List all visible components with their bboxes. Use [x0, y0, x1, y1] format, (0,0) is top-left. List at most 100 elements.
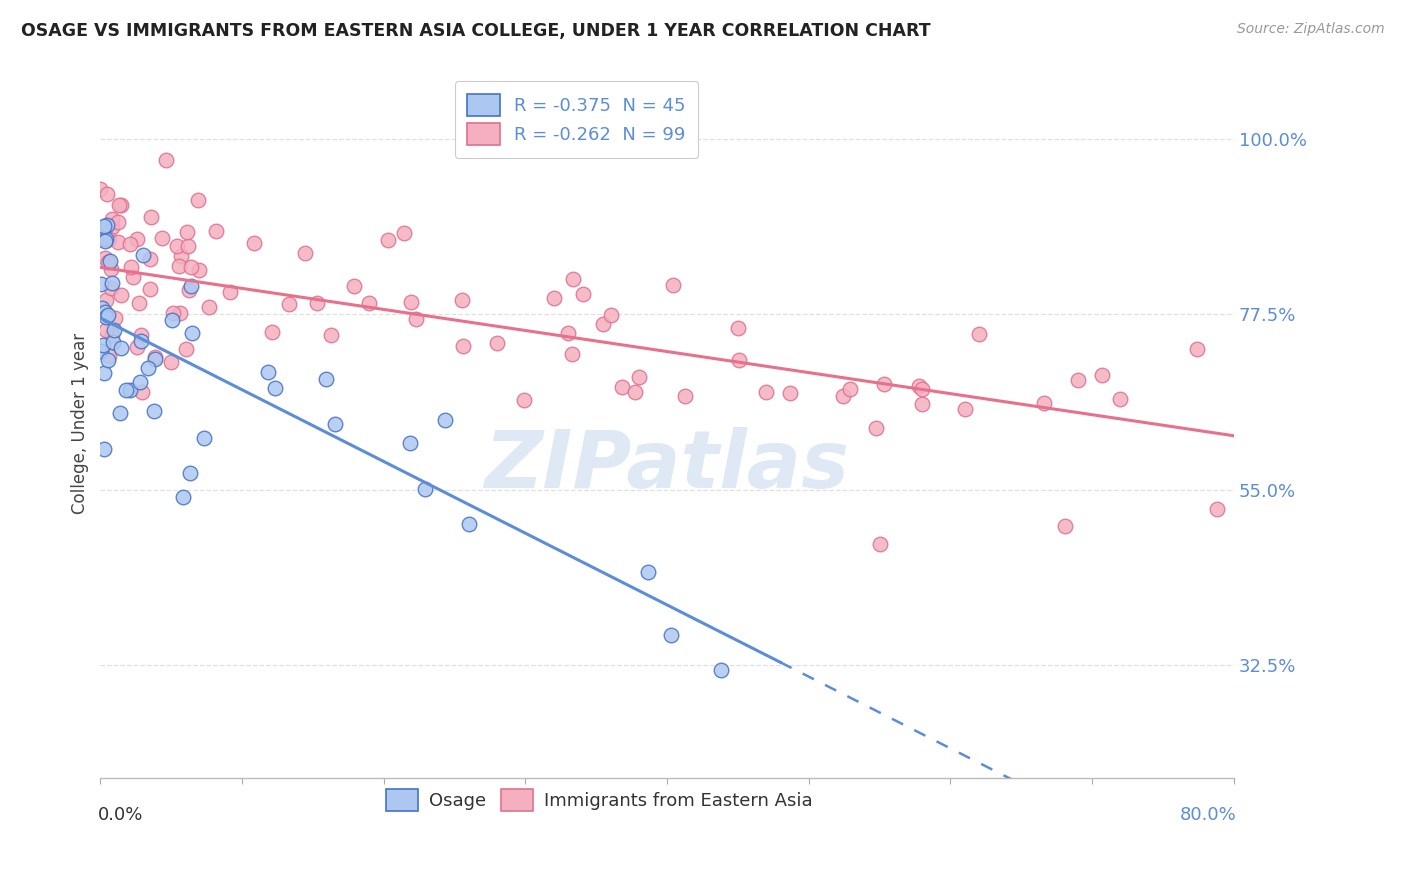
Point: [838, 382, 860, 396]
Point: [779, 386, 801, 401]
Point: [955, 402, 977, 417]
Point: [129, 375, 152, 389]
Point: [415, 482, 437, 496]
Point: [129, 334, 152, 348]
Point: [399, 295, 422, 310]
Point: [115, 383, 138, 397]
Point: [155, 153, 177, 167]
Point: [128, 295, 150, 310]
Point: [131, 385, 153, 400]
Point: [101, 327, 124, 342]
Point: [967, 326, 990, 341]
Point: [143, 351, 166, 366]
Point: [143, 350, 166, 364]
Point: [263, 381, 285, 395]
Point: [100, 276, 122, 290]
Point: [91, 301, 114, 315]
Point: [831, 388, 853, 402]
Point: [100, 261, 122, 276]
Point: [662, 277, 685, 292]
Point: [129, 327, 152, 342]
Point: [1205, 502, 1227, 516]
Point: [198, 300, 221, 314]
Point: [97, 353, 120, 368]
Point: [93, 442, 115, 456]
Text: ZIPatlas: ZIPatlas: [485, 427, 849, 505]
Point: [557, 326, 579, 340]
Point: [260, 325, 283, 339]
Point: [627, 369, 650, 384]
Point: [94, 305, 117, 319]
Point: [179, 283, 201, 297]
Point: [169, 306, 191, 320]
Point: [127, 340, 149, 354]
Point: [357, 296, 380, 310]
Point: [307, 296, 329, 310]
Point: [434, 413, 457, 427]
Point: [392, 226, 415, 240]
Text: Source: ZipAtlas.com: Source: ZipAtlas.com: [1237, 22, 1385, 37]
Point: [89, 182, 111, 196]
Point: [96, 186, 118, 201]
Text: 0.0%: 0.0%: [98, 806, 143, 824]
Point: [561, 272, 583, 286]
Point: [90, 232, 112, 246]
Point: [485, 335, 508, 350]
Point: [1067, 373, 1090, 387]
Point: [96, 293, 118, 308]
Point: [118, 383, 141, 397]
Point: [97, 254, 120, 268]
Point: [96, 218, 118, 232]
Y-axis label: College, Under 1 year: College, Under 1 year: [72, 333, 89, 514]
Point: [908, 379, 931, 393]
Legend: Osage, Immigrants from Eastern Asia: Osage, Immigrants from Eastern Asia: [378, 782, 820, 819]
Point: [100, 254, 122, 268]
Point: [108, 198, 131, 212]
Point: [97, 349, 120, 363]
Point: [179, 467, 201, 481]
Point: [180, 326, 202, 340]
Point: [710, 663, 733, 677]
Point: [623, 385, 645, 400]
Text: OSAGE VS IMMIGRANTS FROM EASTERN ASIA COLLEGE, UNDER 1 YEAR CORRELATION CHART: OSAGE VS IMMIGRANTS FROM EASTERN ASIA CO…: [21, 22, 931, 40]
Point: [294, 245, 316, 260]
Point: [451, 339, 474, 353]
Point: [315, 372, 337, 386]
Point: [377, 233, 399, 247]
Point: [122, 269, 145, 284]
Point: [139, 252, 162, 266]
Point: [205, 224, 228, 238]
Point: [142, 404, 165, 418]
Point: [101, 220, 124, 235]
Point: [513, 392, 536, 407]
Point: [160, 355, 183, 369]
Point: [319, 328, 342, 343]
Point: [110, 198, 132, 212]
Point: [93, 338, 115, 352]
Point: [188, 263, 211, 277]
Point: [97, 308, 120, 322]
Point: [673, 388, 696, 402]
Point: [136, 361, 159, 376]
Point: [120, 260, 142, 274]
Point: [1091, 368, 1114, 383]
Point: [172, 490, 194, 504]
Point: [94, 251, 117, 265]
Point: [107, 235, 129, 249]
Point: [103, 323, 125, 337]
Point: [104, 310, 127, 325]
Point: [451, 293, 474, 307]
Point: [125, 231, 148, 245]
Point: [458, 516, 481, 531]
Point: [118, 236, 141, 251]
Point: [755, 384, 778, 399]
Point: [243, 236, 266, 251]
Point: [343, 278, 366, 293]
Point: [90, 343, 112, 358]
Point: [100, 281, 122, 295]
Point: [94, 234, 117, 248]
Point: [323, 417, 346, 431]
Point: [873, 377, 896, 392]
Point: [911, 382, 934, 396]
Point: [659, 627, 682, 641]
